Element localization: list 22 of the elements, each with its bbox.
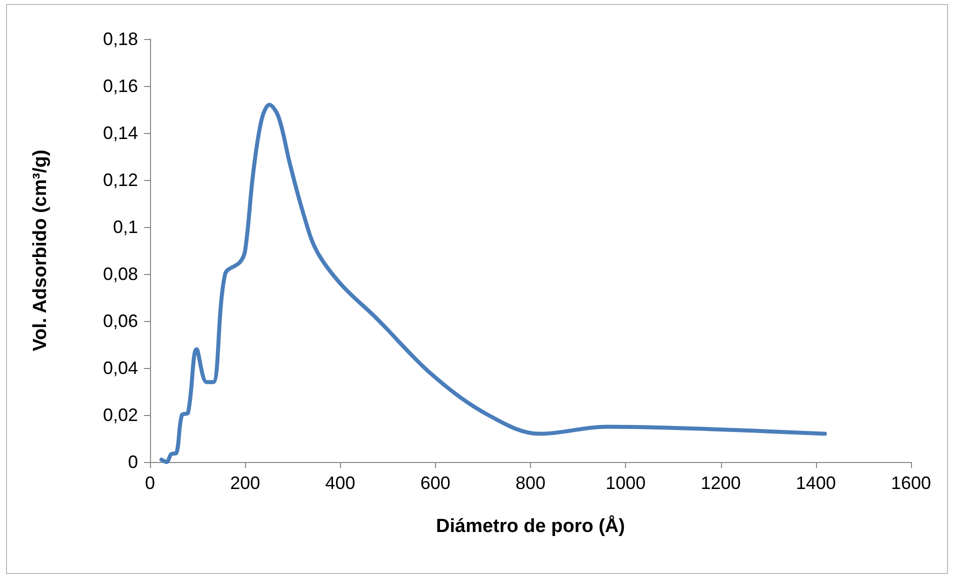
y-tick-label: 0,12	[102, 170, 138, 190]
y-tick-label: 0,14	[102, 123, 138, 143]
x-tick-label: 600	[420, 473, 450, 493]
x-tick-label: 800	[515, 473, 546, 493]
x-tick-label: 0	[144, 473, 156, 493]
x-tick-label: 1600	[890, 473, 932, 493]
y-tick-label: 0,04	[102, 358, 138, 378]
y-tick-label: 0	[128, 452, 138, 472]
x-tick-label: 1200	[700, 473, 741, 493]
x-tick-label: 200	[230, 473, 260, 493]
y-tick-label: 0,1	[112, 217, 138, 237]
x-axis-title: Diámetro de poro (Å)	[436, 515, 625, 537]
y-tick-label: 0,02	[102, 405, 138, 425]
line-series	[159, 102, 827, 464]
x-tick-label: 400	[325, 473, 356, 493]
y-tick-label: 0,18	[102, 29, 138, 49]
y-tick-label: 0,06	[102, 311, 138, 331]
x-tick-label: 1400	[796, 473, 836, 493]
y-tick-label: 0,08	[102, 264, 138, 284]
y-tick-label: 0,16	[102, 76, 138, 96]
x-tick-label: 1000	[606, 473, 646, 493]
y-axis-title: Vol. Adsorbido (cm³/g)	[30, 150, 51, 352]
